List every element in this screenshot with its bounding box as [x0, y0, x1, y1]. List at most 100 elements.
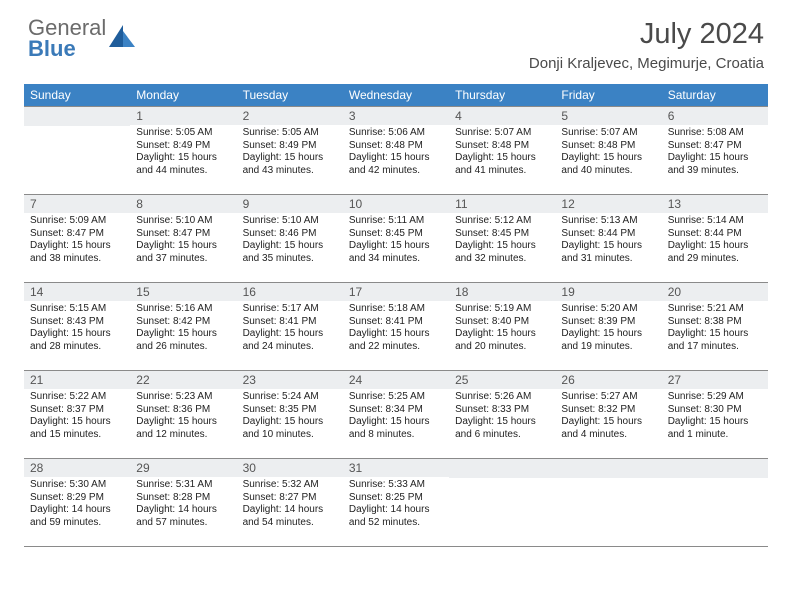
sunrise-text: Sunrise: 5:22 AM	[30, 391, 124, 404]
day-number: 22	[130, 371, 236, 389]
sunrise-text: Sunrise: 5:07 AM	[561, 127, 655, 140]
calendar-day-cell: 24Sunrise: 5:25 AMSunset: 8:34 PMDayligh…	[343, 371, 449, 459]
sunset-text: Sunset: 8:44 PM	[561, 228, 655, 241]
day-number: 1	[130, 107, 236, 125]
daylight-text: Daylight: 15 hours and 40 minutes.	[561, 152, 655, 177]
daylight-text: Daylight: 15 hours and 6 minutes.	[455, 416, 549, 441]
day-details: Sunrise: 5:26 AMSunset: 8:33 PMDaylight:…	[449, 389, 555, 445]
sunset-text: Sunset: 8:25 PM	[349, 492, 443, 505]
sunset-text: Sunset: 8:40 PM	[455, 316, 549, 329]
sunset-text: Sunset: 8:49 PM	[243, 140, 337, 153]
calendar-week-row: 14 Sunrise: 5:15 AMSunset: 8:43 PM Dayligh…	[24, 283, 768, 371]
calendar-day-cell: 6Sunrise: 5:08 AMSunset: 8:47 PMDaylight…	[662, 107, 768, 195]
logo-line2: Blue	[28, 36, 76, 61]
day-number: 8	[130, 195, 236, 213]
calendar-table: Sunday Monday Tuesday Wednesday Thursday…	[24, 84, 768, 547]
sunrise-text: Sunrise: 5:26 AM	[455, 391, 549, 404]
calendar-day-cell: 16Sunrise: 5:17 AMSunset: 8:41 PMDayligh…	[237, 283, 343, 371]
day-number: 7	[24, 195, 130, 213]
logo-mark-icon	[109, 25, 135, 53]
sunrise-text: Sunrise: 5:09 AM	[30, 215, 124, 228]
calendar-day-cell	[662, 459, 768, 547]
day-header: Wednesday	[343, 84, 449, 107]
calendar-day-cell: 13Sunrise: 5:14 AMSunset: 8:44 PMDayligh…	[662, 195, 768, 283]
month-title: July 2024	[529, 18, 764, 51]
calendar-day-cell: 23Sunrise: 5:24 AMSunset: 8:35 PMDayligh…	[237, 371, 343, 459]
day-number: 14	[24, 283, 130, 301]
daylight-text: Daylight: 15 hours and 31 minutes.	[561, 240, 655, 265]
day-number: 2	[237, 107, 343, 125]
day-details: Sunrise: 5:17 AMSunset: 8:41 PMDaylight:…	[237, 301, 343, 357]
daylight-text: Daylight: 15 hours and 43 minutes.	[243, 152, 337, 177]
sunrise-text: Sunrise: 5:21 AM	[668, 303, 762, 316]
day-details: Sunrise: 5:05 AMSunset: 8:49 PMDaylight:…	[237, 125, 343, 181]
calendar-day-cell: 3Sunrise: 5:06 AMSunset: 8:48 PMDaylight…	[343, 107, 449, 195]
calendar-day-cell: 22Sunrise: 5:23 AMSunset: 8:36 PMDayligh…	[130, 371, 236, 459]
sunset-text: Sunset: 8:37 PM	[30, 404, 124, 417]
day-details: Sunrise: 5:07 AMSunset: 8:48 PMDaylight:…	[449, 125, 555, 181]
location: Donji Kraljevec, Megimurje, Croatia	[529, 55, 764, 72]
day-number: 5	[555, 107, 661, 125]
day-details: Sunrise: 5:12 AMSunset: 8:45 PMDaylight:…	[449, 213, 555, 269]
daylight-text: Daylight: 14 hours and 57 minutes.	[136, 504, 230, 529]
day-number: 25	[449, 371, 555, 389]
calendar-day-cell: 14Sunrise: 5:15 AMSunset: 8:43 PMDayligh…	[24, 283, 130, 371]
sunset-text: Sunset: 8:27 PM	[243, 492, 337, 505]
daylight-text: Daylight: 15 hours and 32 minutes.	[455, 240, 549, 265]
calendar-day-cell: 25Sunrise: 5:26 AMSunset: 8:33 PMDayligh…	[449, 371, 555, 459]
calendar-week-row: 1Sunrise: 5:05 AMSunset: 8:49 PMDaylight…	[24, 107, 768, 195]
day-details: Sunrise: 5:20 AMSunset: 8:39 PMDaylight:…	[555, 301, 661, 357]
daylight-text: Daylight: 15 hours and 26 minutes.	[136, 328, 230, 353]
day-details: Sunrise: 5:21 AMSunset: 8:38 PMDaylight:…	[662, 301, 768, 357]
sunset-text: Sunset: 8:43 PM	[30, 316, 124, 329]
day-header-row: Sunday Monday Tuesday Wednesday Thursday…	[24, 84, 768, 107]
calendar-day-cell: 15Sunrise: 5:16 AMSunset: 8:42 PMDayligh…	[130, 283, 236, 371]
daylight-text: Daylight: 15 hours and 4 minutes.	[561, 416, 655, 441]
sunrise-text: Sunrise: 5:15 AM	[30, 303, 124, 316]
sunrise-text: Sunrise: 5:17 AM	[243, 303, 337, 316]
daylight-text: Daylight: 15 hours and 35 minutes.	[243, 240, 337, 265]
daylight-text: Daylight: 15 hours and 39 minutes.	[668, 152, 762, 177]
day-details: Sunrise: 5:27 AMSunset: 8:32 PMDaylight:…	[555, 389, 661, 445]
calendar-day-cell	[449, 459, 555, 547]
day-details: Sunrise: 5:05 AMSunset: 8:49 PMDaylight:…	[130, 125, 236, 181]
day-details: Sunrise: 5:23 AMSunset: 8:36 PMDaylight:…	[130, 389, 236, 445]
calendar-day-cell: 18Sunrise: 5:19 AMSunset: 8:40 PMDayligh…	[449, 283, 555, 371]
day-number: 30	[237, 459, 343, 477]
sunrise-text: Sunrise: 5:11 AM	[349, 215, 443, 228]
calendar-week-row: 21 Sunrise: 5:22 AMSunset: 8:37 PM Dayligh…	[24, 371, 768, 459]
day-number: 24	[343, 371, 449, 389]
day-number: 9	[237, 195, 343, 213]
day-details: Sunrise: 5:10 AMSunset: 8:46 PMDaylight:…	[237, 213, 343, 269]
day-details: Sunrise: 5:29 AMSunset: 8:30 PMDaylight:…	[662, 389, 768, 445]
calendar-day-cell	[555, 459, 661, 547]
daylight-text: Daylight: 14 hours and 54 minutes.	[243, 504, 337, 529]
calendar-day-cell: 17Sunrise: 5:18 AMSunset: 8:41 PMDayligh…	[343, 283, 449, 371]
day-number: 11	[449, 195, 555, 213]
day-details: Sunrise: 5:09 AMSunset: 8:47 PMDaylight:…	[24, 213, 130, 269]
day-number: 4	[449, 107, 555, 125]
day-details: Sunrise: 5:08 AMSunset: 8:47 PMDaylight:…	[662, 125, 768, 181]
calendar-day-cell: 9Sunrise: 5:10 AMSunset: 8:46 PMDaylight…	[237, 195, 343, 283]
day-header: Saturday	[662, 84, 768, 107]
day-number: 27	[662, 371, 768, 389]
day-number: 21	[24, 371, 130, 389]
sunset-text: Sunset: 8:41 PM	[349, 316, 443, 329]
sunset-text: Sunset: 8:48 PM	[349, 140, 443, 153]
sunset-text: Sunset: 8:49 PM	[136, 140, 230, 153]
daylight-text: Daylight: 15 hours and 20 minutes.	[455, 328, 549, 353]
sunrise-text: Sunrise: 5:23 AM	[136, 391, 230, 404]
daylight-text: Daylight: 15 hours and 44 minutes.	[136, 152, 230, 177]
day-header: Tuesday	[237, 84, 343, 107]
sunrise-text: Sunrise: 5:18 AM	[349, 303, 443, 316]
day-number	[555, 459, 661, 478]
calendar-day-cell: 20Sunrise: 5:21 AMSunset: 8:38 PMDayligh…	[662, 283, 768, 371]
day-header: Friday	[555, 84, 661, 107]
sunrise-text: Sunrise: 5:31 AM	[136, 479, 230, 492]
sunset-text: Sunset: 8:36 PM	[136, 404, 230, 417]
calendar-day-cell: 7Sunrise: 5:09 AMSunset: 8:47 PMDaylight…	[24, 195, 130, 283]
sunset-text: Sunset: 8:45 PM	[455, 228, 549, 241]
day-details: Sunrise: 5:11 AMSunset: 8:45 PMDaylight:…	[343, 213, 449, 269]
calendar-day-cell: 26Sunrise: 5:27 AMSunset: 8:32 PMDayligh…	[555, 371, 661, 459]
day-number	[24, 107, 130, 126]
